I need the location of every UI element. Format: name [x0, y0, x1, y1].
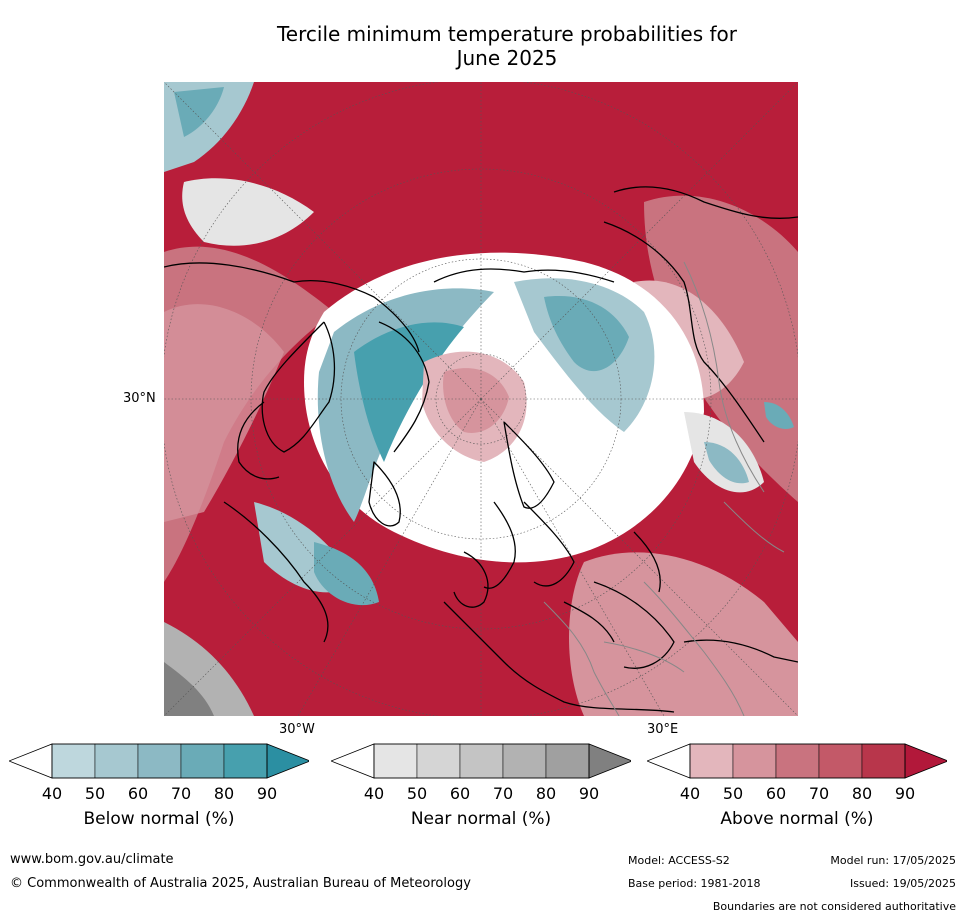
below-tick-label: 90	[256, 784, 278, 803]
colorbar-below-swatches	[9, 743, 309, 779]
below-swatch	[137, 743, 182, 779]
near-swatch	[459, 743, 504, 779]
lon-label-30w: 30°W	[279, 722, 315, 737]
near-swatch	[373, 743, 418, 779]
colorbar-near-ticks: 40 50 60 70 80 90	[331, 784, 631, 804]
footer-disclaimer: Boundaries are not considered authoritat…	[712, 900, 956, 913]
above-tick-label: 50	[722, 784, 744, 803]
below-swatch	[94, 743, 139, 779]
colorbar-below-ticks: 40 50 60 70 80 90	[9, 784, 309, 804]
colorbar-above-ticks: 40 50 60 70 80 90	[647, 784, 947, 804]
below-tick-label: 70	[170, 784, 192, 803]
above-tick-label: 70	[808, 784, 830, 803]
lat-label-30n: 30°N	[123, 391, 156, 406]
colorbar-near-normal: 40 50 60 70 80 90 Near normal (%)	[331, 740, 631, 830]
above-tick-label: 90	[894, 784, 916, 803]
map-canvas	[164, 82, 798, 716]
colorbar-below-normal: 40 50 60 70 80 90 Below normal (%)	[9, 740, 309, 830]
footer-issued: Issued: 19/05/2025	[849, 877, 956, 890]
near-swatch	[502, 743, 547, 779]
above-swatch	[818, 743, 863, 779]
above-swatch	[732, 743, 777, 779]
footer-model-run: Model run: 17/05/2025	[830, 854, 956, 867]
above-tick-label: 80	[851, 784, 873, 803]
near-swatch	[545, 743, 590, 779]
colorbar-near-swatches	[331, 743, 631, 779]
lon-label-30e: 30°E	[647, 722, 679, 737]
colorbar-above-swatches	[647, 743, 947, 779]
near-tick-label: 60	[449, 784, 471, 803]
above-tick-label: 60	[765, 784, 787, 803]
near-tick-label: 90	[578, 784, 600, 803]
below-extend-low	[9, 743, 53, 779]
near-extend-low	[331, 743, 375, 779]
below-tick-label: 40	[41, 784, 63, 803]
near-tick-label: 40	[363, 784, 385, 803]
probability-map	[164, 82, 798, 716]
near-tick-label: 80	[535, 784, 557, 803]
above-swatch	[861, 743, 906, 779]
near-extend-high	[588, 743, 631, 779]
title-line-1: Tercile minimum temperature probabilitie…	[276, 22, 738, 46]
colorbar-above-label: Above normal (%)	[720, 809, 874, 829]
near-tick-label: 70	[492, 784, 514, 803]
below-tick-label: 80	[213, 784, 235, 803]
above-extend-low	[647, 743, 691, 779]
colorbar-above-normal: 40 50 60 70 80 90 Above normal (%)	[647, 740, 947, 830]
near-tick-label: 50	[406, 784, 428, 803]
below-extend-high	[266, 743, 309, 779]
below-swatch	[223, 743, 268, 779]
footer-model: Model: ACCESS-S2	[628, 854, 730, 867]
footer-base-period: Base period: 1981-2018	[628, 877, 761, 890]
footer-url: www.bom.gov.au/climate	[10, 852, 174, 867]
footer-copyright: © Commonwealth of Australia 2025, Austra…	[10, 876, 471, 891]
above-tick-label: 40	[679, 784, 701, 803]
map-title: Tercile minimum temperature probabilitie…	[207, 22, 807, 70]
below-tick-label: 50	[84, 784, 106, 803]
above-swatch	[689, 743, 734, 779]
title-line-2: June 2025	[456, 46, 558, 70]
above-swatch	[775, 743, 820, 779]
below-tick-label: 60	[127, 784, 149, 803]
near-swatch	[416, 743, 461, 779]
colorbar-near-label: Near normal (%)	[410, 809, 552, 829]
colorbar-below-label: Below normal (%)	[83, 809, 235, 829]
below-swatch	[51, 743, 96, 779]
above-extend-high	[904, 743, 947, 779]
below-swatch	[180, 743, 225, 779]
